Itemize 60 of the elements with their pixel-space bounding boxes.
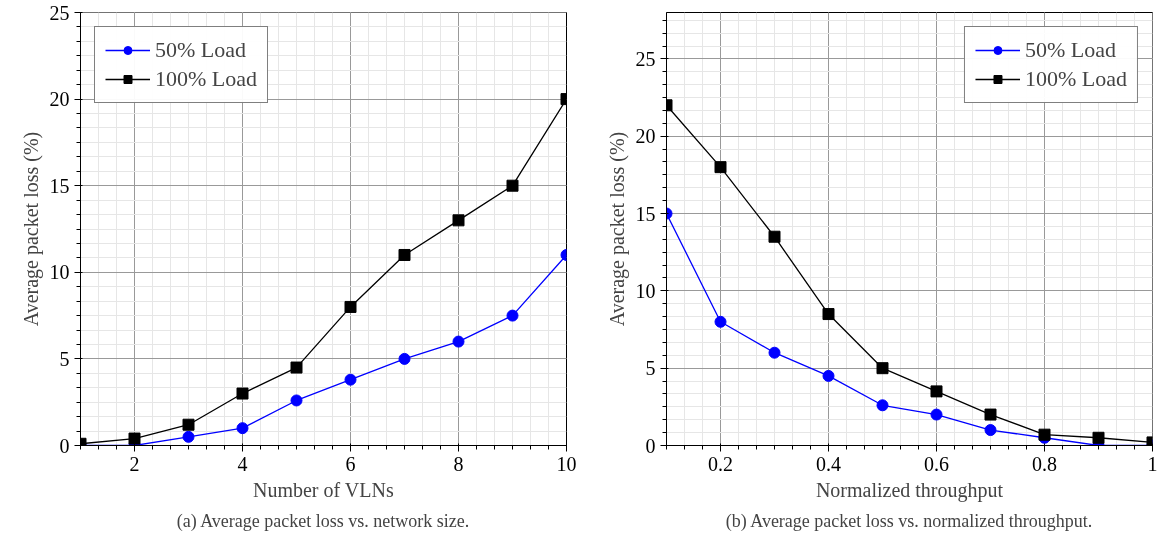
- y-tick-label: 5: [59, 347, 70, 370]
- y-tick-label: 10: [49, 261, 70, 284]
- x-tick-label: 10: [556, 452, 577, 475]
- point: [290, 361, 303, 374]
- x-tick-label: 1: [1147, 452, 1158, 475]
- x-tick-label: 0.6: [924, 452, 949, 475]
- y-tick-label: 0: [645, 434, 656, 457]
- y-tick-label: 10: [635, 279, 656, 302]
- y-tick-label: 0: [59, 434, 70, 457]
- y-axis-title: Average packet loss (%): [19, 131, 43, 327]
- legend-label: 50% Load: [1024, 37, 1116, 63]
- x-tick-label: 8: [453, 452, 464, 475]
- x-tick-label: 0.8: [1032, 452, 1057, 475]
- point: [714, 315, 727, 328]
- y-tick-label: 15: [635, 202, 656, 225]
- x-tick-label: 6: [345, 452, 356, 475]
- point: [876, 399, 889, 412]
- point: [290, 394, 303, 407]
- point: [398, 248, 411, 261]
- point: [344, 373, 357, 386]
- x-tick-label: 2: [129, 452, 140, 475]
- point: [984, 408, 997, 421]
- point: [506, 309, 519, 322]
- point: [876, 362, 889, 375]
- point: [768, 346, 781, 359]
- legend-label: 100% Load: [155, 66, 258, 92]
- text: (a) Average packet loss vs. network size.: [176, 510, 470, 532]
- y-tick-label: 20: [49, 88, 70, 111]
- text: (b) Average packet loss vs. normalized throughput.: [725, 510, 1093, 532]
- point: [930, 385, 943, 398]
- point: [822, 308, 835, 321]
- x-tick-label: 0.2: [708, 452, 733, 475]
- y-tick-label: 5: [645, 357, 656, 380]
- y-tick-label: 25: [635, 47, 656, 70]
- x-tick-label: 4: [237, 452, 248, 475]
- point: [984, 424, 997, 437]
- point: [452, 335, 465, 348]
- point: [506, 179, 519, 192]
- point: [452, 214, 465, 227]
- point: [714, 161, 727, 174]
- point: [822, 369, 835, 382]
- x-tick-label: 0.4: [816, 452, 841, 475]
- x-axis-title: Number of VLNs: [252, 478, 394, 501]
- point: [1092, 431, 1105, 444]
- point: [344, 300, 357, 313]
- point: [768, 230, 781, 243]
- point: [930, 408, 943, 421]
- point: [128, 432, 141, 445]
- point: [182, 430, 195, 443]
- point: [236, 387, 249, 400]
- x-axis-title: Normalized throughput: [815, 478, 1004, 502]
- legend-label: 50% Load: [155, 37, 247, 63]
- y-tick-label: 20: [635, 125, 656, 148]
- y-tick-label: 25: [49, 1, 70, 24]
- point: [398, 352, 411, 365]
- legend-label: 100% Load: [1024, 66, 1127, 92]
- point: [236, 422, 249, 435]
- point: [182, 418, 195, 431]
- y-tick-label: 15: [49, 174, 70, 197]
- y-axis-title: Average packet loss (%): [605, 131, 629, 327]
